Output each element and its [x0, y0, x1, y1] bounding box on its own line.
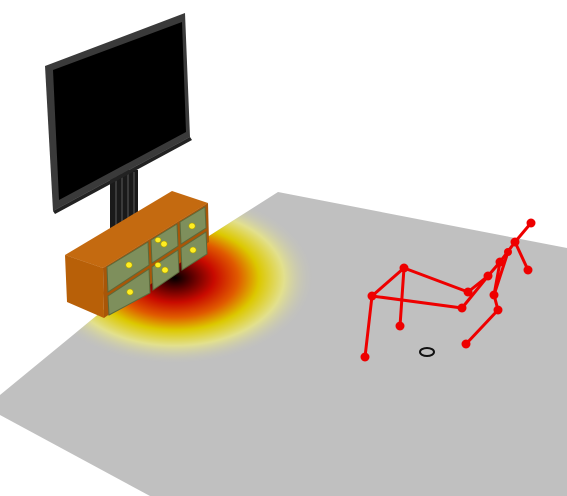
floor-marker-ring: [419, 347, 435, 357]
floor-plane: [0, 192, 567, 496]
skeleton-figure: [363, 221, 533, 359]
tv-monitor: [45, 13, 192, 214]
drawer-cabinet: [65, 191, 209, 318]
drawer-knobs: [125, 222, 197, 296]
skeleton-joints: [360, 218, 536, 362]
